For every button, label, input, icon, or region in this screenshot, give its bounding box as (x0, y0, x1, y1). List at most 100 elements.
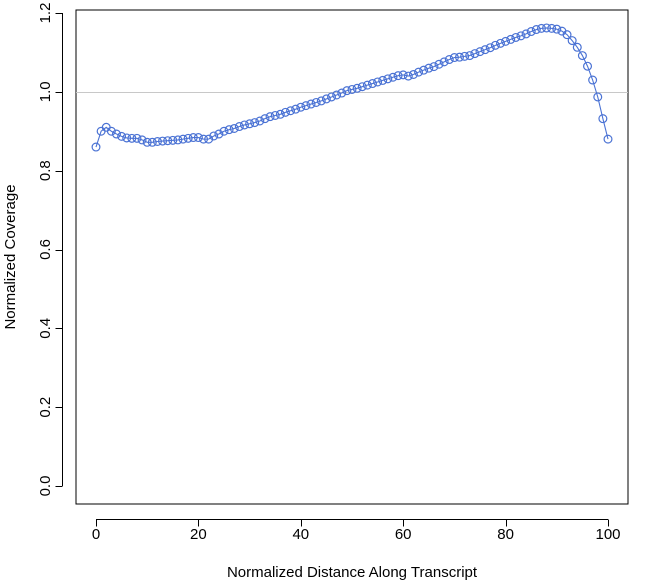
data-point (542, 23, 552, 33)
data-point (352, 83, 362, 93)
data-point (388, 72, 398, 82)
data-point (306, 99, 316, 109)
data-point (91, 142, 101, 152)
series-group (91, 23, 613, 152)
data-point (562, 30, 572, 40)
data-point (219, 126, 229, 136)
data-point (598, 114, 608, 124)
data-point (485, 43, 495, 53)
data-point (460, 51, 470, 61)
data-point (163, 136, 173, 146)
data-point (311, 97, 321, 107)
data-point (183, 133, 193, 143)
data-point (362, 80, 372, 90)
data-point (229, 123, 239, 133)
data-point (255, 116, 265, 126)
y-tick-label: 0.6 (37, 239, 54, 260)
data-point (250, 118, 260, 128)
data-point (142, 137, 152, 147)
x-tick-label: 80 (497, 526, 514, 543)
data-point (275, 109, 285, 119)
data-point (490, 40, 500, 50)
data-point (301, 101, 311, 111)
data-point (511, 32, 521, 42)
data-point (337, 88, 347, 98)
data-point (475, 47, 485, 57)
data-point (321, 94, 331, 104)
y-axis-title: Normalized Coverage (2, 184, 19, 329)
data-point (567, 36, 577, 46)
data-point (291, 104, 301, 114)
data-point (260, 114, 270, 124)
data-point (501, 36, 511, 46)
data-point (603, 134, 613, 144)
data-point (214, 129, 224, 139)
data-point (245, 119, 255, 129)
data-point (373, 77, 383, 87)
data-point (168, 135, 178, 145)
data-point (178, 134, 188, 144)
x-tick-label: 40 (292, 526, 309, 543)
series-line (95, 27, 609, 148)
data-point (265, 112, 275, 122)
x-axis-title: Normalized Distance Along Transcript (227, 564, 478, 581)
data-point (444, 55, 454, 65)
data-point (332, 90, 342, 100)
data-point (367, 79, 377, 89)
data-point (547, 23, 557, 33)
data-point (414, 67, 424, 77)
y-tick-label: 1.0 (37, 81, 54, 102)
data-point (470, 49, 480, 59)
data-point (137, 135, 147, 145)
data-point (439, 57, 449, 67)
data-point (122, 133, 132, 143)
data-point (234, 122, 244, 132)
data-point (193, 133, 203, 143)
data-point (173, 135, 183, 145)
data-point (188, 133, 198, 143)
data-point (434, 59, 444, 69)
data-point (536, 23, 546, 33)
data-point (286, 106, 296, 116)
data-point (357, 82, 367, 92)
data-point (429, 62, 439, 72)
data-point (495, 38, 505, 48)
data-point (327, 92, 337, 102)
data-point (224, 125, 234, 135)
data-point (270, 110, 280, 120)
x-tick-label: 60 (395, 526, 412, 543)
y-tick-label: 1.2 (37, 3, 54, 24)
data-point (347, 84, 357, 94)
plot-area (75, 9, 629, 505)
data-point (209, 131, 219, 141)
data-point (158, 136, 168, 146)
data-point (378, 75, 388, 85)
data-point (403, 71, 413, 81)
data-point (593, 92, 603, 102)
data-point (552, 24, 562, 34)
y-tick-label: 0.0 (37, 476, 54, 497)
data-point (449, 53, 459, 63)
data-point (296, 102, 306, 112)
data-point (204, 134, 214, 144)
data-point (147, 137, 157, 147)
data-point (577, 51, 587, 61)
data-point (383, 74, 393, 84)
x-tick-label: 20 (190, 526, 207, 543)
data-point (506, 34, 516, 44)
data-point (583, 61, 593, 71)
data-point (531, 25, 541, 35)
data-point (588, 75, 598, 85)
data-point (516, 31, 526, 41)
data-point (342, 86, 352, 96)
data-point (424, 63, 434, 73)
data-point (127, 133, 137, 143)
data-point (521, 29, 531, 39)
data-point (239, 120, 249, 130)
data-point (280, 107, 290, 117)
data-point (398, 70, 408, 80)
x-tick-label: 100 (595, 526, 620, 543)
data-point (465, 51, 475, 61)
data-point (455, 52, 465, 62)
